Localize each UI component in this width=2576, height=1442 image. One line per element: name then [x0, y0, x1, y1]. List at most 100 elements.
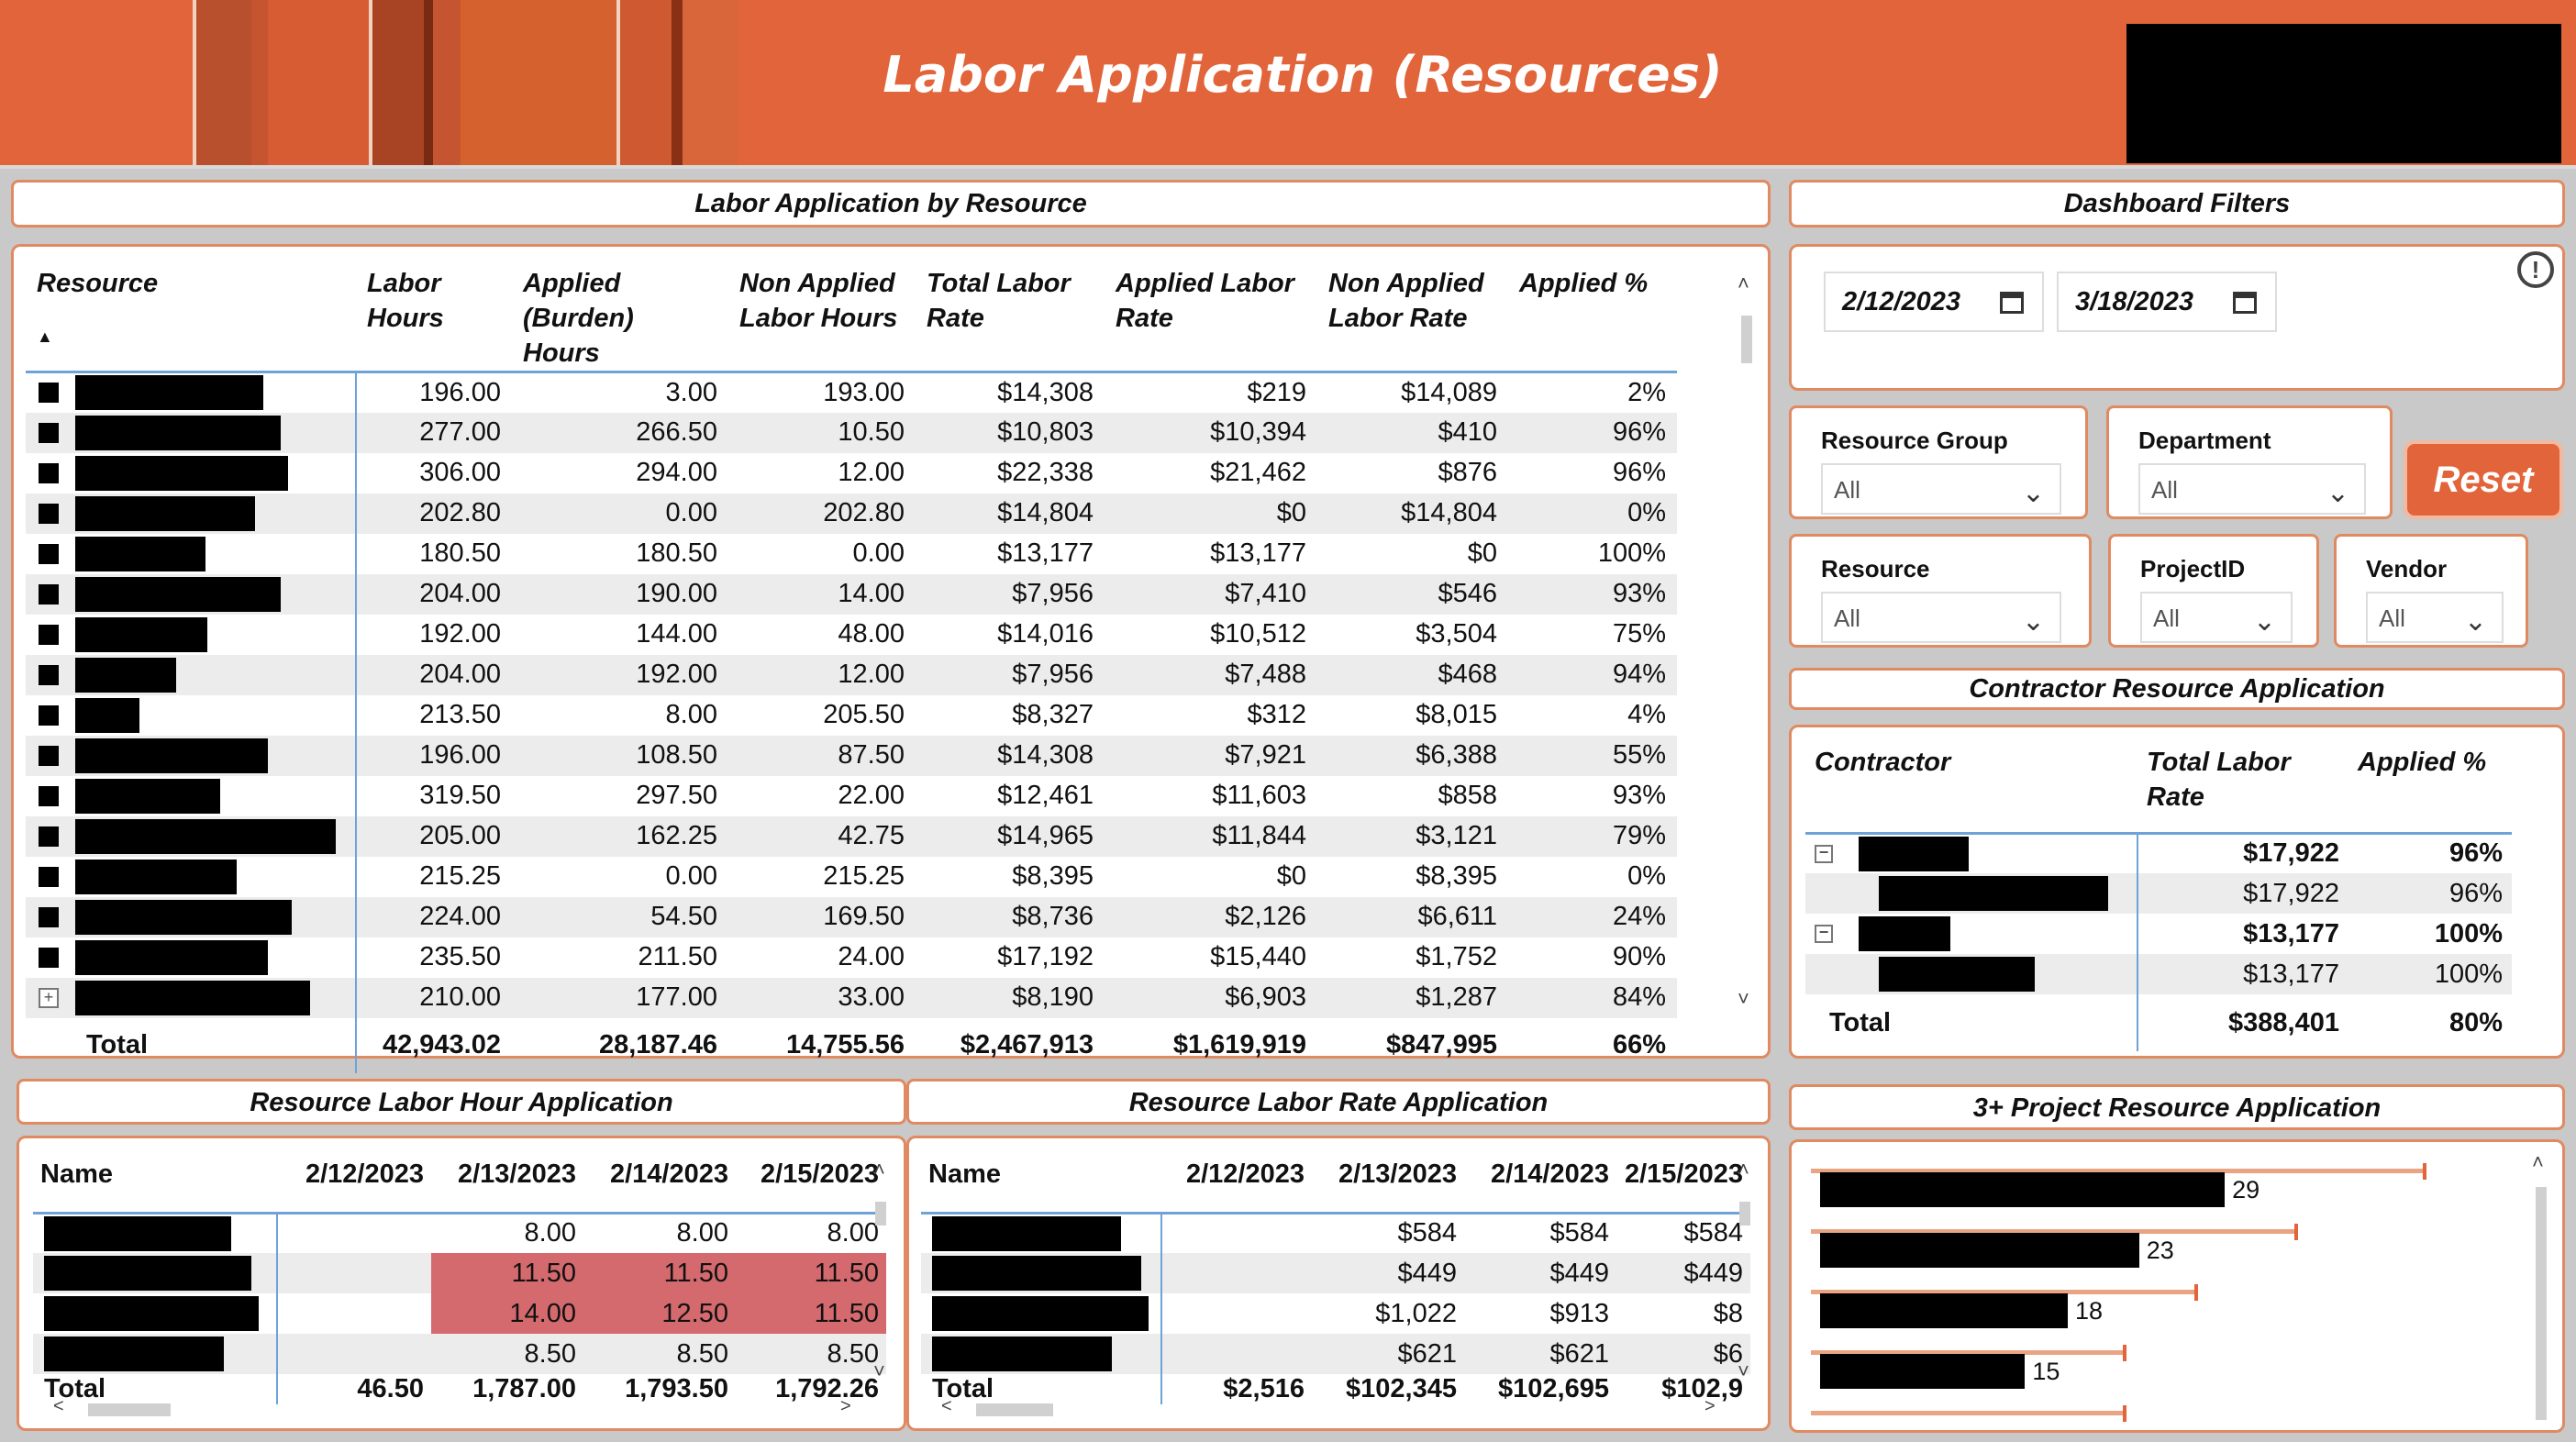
project-chart-scrollbar[interactable]: [2536, 1187, 2547, 1420]
table-row[interactable]: 204.00 190.00 14.00 $7,956 $7,410 $546 93%: [26, 573, 1677, 615]
scroll-right-icon[interactable]: >: [1704, 1396, 1715, 1416]
collapse-icon[interactable]: −: [1815, 844, 1833, 863]
department-dropdown[interactable]: All ⌄: [2138, 463, 2366, 515]
table-row[interactable]: 306.00 294.00 12.00 $22,338 $21,462 $876 96%: [26, 452, 1677, 494]
col-date[interactable]: 2/13/2023: [1312, 1137, 1464, 1215]
contractor-name-cell[interactable]: [1805, 954, 2138, 994]
resource-cell[interactable]: [26, 372, 357, 413]
bar[interactable]: [1820, 1293, 2068, 1328]
scroll-left-icon[interactable]: <: [53, 1396, 64, 1416]
rate-matrix-vscroll[interactable]: [1739, 1202, 1750, 1226]
resource-dropdown[interactable]: All ⌄: [1821, 592, 2061, 643]
table-row[interactable]: 204.00 192.00 12.00 $7,956 $7,488 $468 94%: [26, 654, 1677, 695]
col-total-labor-rate[interactable]: Total Labor Rate: [916, 259, 1105, 373]
end-date-input[interactable]: 3/18/2023: [2057, 272, 2277, 332]
col-labor-hours[interactable]: Labor Hours: [356, 259, 512, 373]
contractor-row[interactable]: − $17,922 96%: [1805, 833, 2512, 873]
scroll-up-icon[interactable]: ˄: [1738, 1158, 1749, 1181]
target-bar[interactable]: [1811, 1411, 2126, 1415]
info-icon[interactable]: !: [2517, 251, 2554, 288]
resource-cell[interactable]: [26, 815, 357, 857]
matrix-row[interactable]: $584 $584 $584: [921, 1213, 1750, 1253]
scroll-down-icon[interactable]: ˅: [1738, 987, 1749, 1010]
table-row[interactable]: +210.00 177.00 33.00 $8,190 $6,903 $1,287 84%: [26, 977, 1677, 1018]
col-date[interactable]: 2/13/2023: [431, 1137, 583, 1215]
table-row[interactable]: 213.50 8.00 205.50 $8,327 $312 $8,015 4%: [26, 694, 1677, 736]
col-date[interactable]: 2/15/2023: [736, 1137, 886, 1215]
col-applied-pct[interactable]: Applied %: [1508, 259, 1677, 373]
col-date[interactable]: 2/14/2023: [1464, 1137, 1616, 1215]
matrix-row[interactable]: 8.50 8.50 8.50: [33, 1334, 886, 1374]
table-row[interactable]: 202.80 0.00 202.80 $14,804 $0 $14,804 0%: [26, 493, 1677, 534]
target-bar[interactable]: [1811, 1290, 2196, 1294]
calendar-icon[interactable]: [2233, 292, 2257, 314]
col-contractor-total-rate[interactable]: Total Labor Rate: [2137, 738, 2348, 835]
matrix-name-cell[interactable]: [921, 1213, 1162, 1253]
col-non-applied-labor-rate[interactable]: Non Applied Labor Rate: [1317, 259, 1508, 373]
resource-cell[interactable]: [26, 533, 357, 574]
col-name[interactable]: Name: [33, 1137, 277, 1215]
bar[interactable]: [1820, 1233, 2139, 1268]
bar[interactable]: [1820, 1354, 2026, 1389]
resource-cell[interactable]: [26, 452, 357, 494]
scroll-right-icon[interactable]: >: [840, 1396, 851, 1416]
table-row[interactable]: 196.00 3.00 193.00 $14,308 $219 $14,089 2%: [26, 372, 1677, 413]
resource-cell[interactable]: [26, 896, 357, 937]
col-resource[interactable]: Resource ▲: [26, 259, 356, 373]
col-applied-hours[interactable]: Applied (Burden) Hours: [512, 259, 728, 373]
scroll-left-icon[interactable]: <: [941, 1396, 952, 1416]
col-contractor[interactable]: Contractor: [1805, 738, 2137, 835]
col-date[interactable]: 2/12/2023: [1161, 1137, 1312, 1215]
col-contractor-applied-pct[interactable]: Applied %: [2348, 738, 2512, 835]
vendor-dropdown[interactable]: All ⌄: [2366, 592, 2504, 643]
matrix-row[interactable]: 14.00 12.50 11.50: [33, 1293, 886, 1334]
contractor-row[interactable]: $13,177 100%: [1805, 954, 2512, 994]
col-date[interactable]: 2/15/2023: [1616, 1137, 1750, 1215]
contractor-name-cell[interactable]: −: [1805, 914, 2138, 954]
table-row[interactable]: 277.00 266.50 10.50 $10,803 $10,394 $410 96%: [26, 412, 1677, 453]
table-row[interactable]: 319.50 297.50 22.00 $12,461 $11,603 $858 93%: [26, 775, 1677, 816]
target-bar[interactable]: [1811, 1350, 2126, 1355]
contractor-row[interactable]: $17,922 96%: [1805, 873, 2512, 914]
resource-cell[interactable]: [26, 412, 357, 453]
resource-cell[interactable]: [26, 735, 357, 776]
col-name[interactable]: Name: [921, 1137, 1161, 1215]
hour-matrix-hscroll[interactable]: [88, 1403, 171, 1416]
main-table-scrollbar[interactable]: [1741, 316, 1752, 363]
expand-icon[interactable]: +: [39, 987, 59, 1008]
col-date[interactable]: 2/14/2023: [583, 1137, 736, 1215]
matrix-name-cell[interactable]: [33, 1253, 278, 1293]
resource-cell[interactable]: [26, 937, 357, 978]
resource-cell[interactable]: [26, 694, 357, 736]
contractor-name-cell[interactable]: −: [1805, 833, 2138, 873]
contractor-row[interactable]: − $13,177 100%: [1805, 914, 2512, 954]
sort-asc-icon[interactable]: ▲: [37, 327, 53, 346]
table-row[interactable]: 235.50 211.50 24.00 $17,192 $15,440 $1,752 90%: [26, 937, 1677, 978]
matrix-row[interactable]: $1,022 $913 $8: [921, 1293, 1750, 1334]
target-bar[interactable]: [1811, 1229, 2296, 1234]
matrix-name-cell[interactable]: [33, 1334, 278, 1374]
resource-cell[interactable]: [26, 775, 357, 816]
matrix-row[interactable]: 11.50 11.50 11.50: [33, 1253, 886, 1293]
resource-cell[interactable]: [26, 856, 357, 897]
resource-cell[interactable]: [26, 573, 357, 615]
resource-group-dropdown[interactable]: All ⌄: [1821, 463, 2061, 515]
table-row[interactable]: 196.00 108.50 87.50 $14,308 $7,921 $6,388 55%: [26, 735, 1677, 776]
scroll-down-icon[interactable]: ˅: [873, 1359, 885, 1382]
rate-matrix-hscroll[interactable]: [976, 1403, 1053, 1416]
resource-cell[interactable]: [26, 614, 357, 655]
contractor-name-cell[interactable]: [1805, 873, 2138, 914]
matrix-row[interactable]: 8.00 8.00 8.00: [33, 1213, 886, 1253]
calendar-icon[interactable]: [2000, 292, 2024, 314]
scroll-up-icon[interactable]: ˄: [873, 1158, 885, 1181]
matrix-name-cell[interactable]: [33, 1213, 278, 1253]
matrix-row[interactable]: $621 $621 $6: [921, 1334, 1750, 1374]
col-applied-labor-rate[interactable]: Applied Labor Rate: [1105, 259, 1317, 373]
matrix-name-cell[interactable]: [921, 1253, 1162, 1293]
matrix-name-cell[interactable]: [33, 1293, 278, 1334]
table-row[interactable]: 224.00 54.50 169.50 $8,736 $2,126 $6,611 24%: [26, 896, 1677, 937]
scroll-up-icon[interactable]: ˄: [1738, 272, 1749, 294]
table-row[interactable]: 205.00 162.25 42.75 $14,965 $11,844 $3,121 79%: [26, 815, 1677, 857]
table-row[interactable]: 192.00 144.00 48.00 $14,016 $10,512 $3,504 75%: [26, 614, 1677, 655]
matrix-name-cell[interactable]: [921, 1334, 1162, 1374]
